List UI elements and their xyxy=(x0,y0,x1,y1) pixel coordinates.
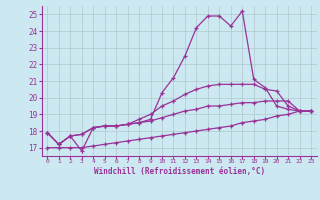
X-axis label: Windchill (Refroidissement éolien,°C): Windchill (Refroidissement éolien,°C) xyxy=(94,167,265,176)
